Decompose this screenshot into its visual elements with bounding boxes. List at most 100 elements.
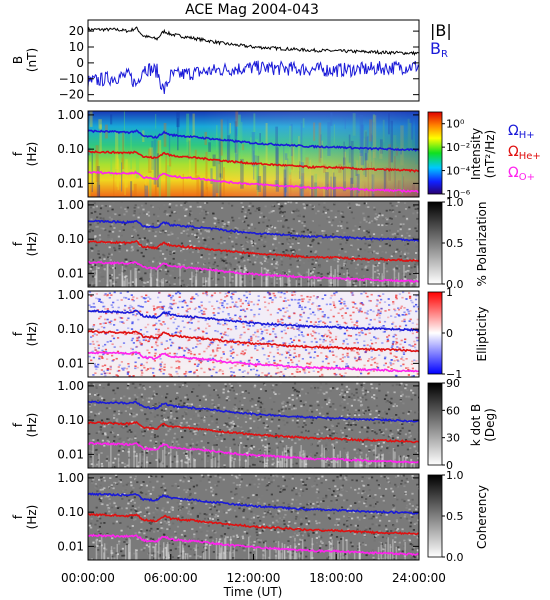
spectrogram-speckle bbox=[327, 279, 330, 282]
spectrogram-streak bbox=[129, 270, 132, 287]
spectrogram-speckle bbox=[151, 206, 155, 208]
spectrogram-speckle bbox=[381, 545, 384, 547]
spectrogram-speckle bbox=[383, 282, 386, 285]
spectrogram-speckle bbox=[226, 423, 229, 426]
spectrogram-speckle bbox=[271, 224, 274, 226]
spectrogram-speckle bbox=[107, 293, 110, 296]
spectrogram-speckle bbox=[341, 307, 344, 310]
spectrogram-speckle bbox=[365, 445, 368, 448]
spectrogram-speckle bbox=[100, 452, 103, 454]
spectrogram-speckle bbox=[222, 391, 225, 394]
spectrogram-speckle bbox=[159, 463, 162, 466]
spectrogram-speckle bbox=[350, 245, 353, 248]
spectrogram-speckle bbox=[136, 396, 139, 399]
spectrogram-speckle bbox=[130, 421, 134, 423]
spectrogram-speckle bbox=[249, 520, 252, 523]
spectrogram-speckle bbox=[214, 389, 218, 392]
spectrogram-speckle bbox=[126, 249, 129, 252]
spectrogram-speckle bbox=[186, 347, 189, 350]
spectrogram-speckle bbox=[323, 456, 326, 459]
spectrogram-speckle bbox=[215, 493, 218, 496]
spectrogram-speckle bbox=[295, 397, 298, 400]
spectrogram-speckle bbox=[301, 388, 304, 391]
spectrogram-speckle bbox=[404, 270, 407, 273]
spectrogram-speckle bbox=[149, 548, 152, 551]
spectrogram-speckle bbox=[260, 441, 263, 444]
spectrogram-speckle bbox=[372, 255, 375, 257]
spectrogram-speckle bbox=[310, 220, 313, 223]
spectrogram-speckle bbox=[365, 317, 368, 320]
spectrogram-speckle bbox=[149, 439, 152, 442]
spectrogram-speckle bbox=[390, 364, 393, 366]
spectrogram-speckle bbox=[247, 302, 250, 305]
spectrogram-speckle bbox=[213, 292, 216, 294]
spectrogram-speckle bbox=[300, 431, 303, 434]
spectrogram-speckle bbox=[118, 247, 121, 250]
spectrogram-speckle bbox=[393, 308, 396, 311]
spectrogram-speckle bbox=[196, 232, 199, 235]
spectrogram-speckle bbox=[138, 270, 141, 273]
spectrogram-speckle bbox=[351, 366, 355, 369]
spectrogram-speckle bbox=[240, 464, 243, 467]
spectrogram-speckle bbox=[294, 407, 297, 410]
spectrogram-speckle bbox=[371, 549, 374, 552]
panel-kdotb-image bbox=[88, 382, 419, 468]
spectrogram-speckle bbox=[286, 352, 289, 354]
spectrogram-speckle bbox=[370, 383, 373, 386]
spectrogram-speckle bbox=[310, 245, 313, 248]
spectrogram-speckle bbox=[106, 496, 109, 498]
spectrogram-speckle bbox=[314, 332, 318, 334]
spectrogram-speckle bbox=[356, 452, 359, 454]
spectrogram-speckle bbox=[152, 257, 156, 259]
spectrogram-speckle bbox=[124, 304, 127, 307]
spectrogram-speckle bbox=[346, 221, 349, 224]
spectrogram-speckle bbox=[335, 432, 338, 435]
spectrogram-speckle bbox=[222, 388, 225, 391]
spectrogram-speckle bbox=[324, 398, 327, 401]
spectrogram-speckle bbox=[190, 212, 193, 214]
spectrogram-speckle bbox=[237, 444, 241, 447]
spectrogram-speckle bbox=[146, 368, 150, 370]
spectrogram-speckle bbox=[403, 215, 406, 218]
spectrogram-speckle bbox=[296, 265, 299, 268]
spectrogram-speckle bbox=[266, 358, 269, 360]
spectrogram-speckle bbox=[349, 400, 352, 402]
spectrogram-speckle bbox=[157, 333, 160, 336]
spectrogram-speckle bbox=[111, 208, 114, 211]
spectrogram-speckle bbox=[398, 211, 401, 213]
spectrogram-speckle bbox=[208, 301, 211, 303]
panel-intensity-ylabel-units: (Hz) bbox=[25, 142, 39, 167]
spectrogram-speckle bbox=[205, 415, 208, 418]
spectrogram-speckle bbox=[294, 238, 298, 241]
spectrogram-speckle bbox=[171, 303, 174, 306]
spectrogram-speckle bbox=[112, 201, 115, 204]
spectrogram-speckle bbox=[343, 260, 346, 263]
spectrogram-speckle bbox=[249, 399, 252, 402]
spectrogram-speckle bbox=[91, 275, 95, 278]
spectrogram-speckle bbox=[283, 529, 286, 532]
spectrogram-speckle bbox=[193, 372, 196, 375]
spectrogram-speckle bbox=[184, 538, 187, 541]
spectrogram-speckle bbox=[133, 450, 136, 453]
spectrogram-speckle bbox=[291, 294, 294, 296]
spectrogram-speckle bbox=[167, 270, 170, 273]
spectrogram-speckle bbox=[331, 425, 334, 428]
spectrogram-speckle bbox=[368, 323, 371, 326]
spectrogram-speckle bbox=[346, 227, 349, 230]
spectrogram-speckle bbox=[204, 292, 207, 295]
spectrogram-speckle bbox=[120, 299, 123, 301]
spectrogram-speckle bbox=[138, 487, 141, 490]
spectrogram-speckle bbox=[151, 431, 154, 433]
spectrogram-speckle bbox=[109, 407, 112, 410]
spectrogram-speckle bbox=[274, 335, 277, 338]
spectrogram-speckle bbox=[368, 229, 371, 232]
spectrogram-speckle bbox=[194, 328, 197, 331]
spectrogram-speckle bbox=[184, 215, 187, 217]
spectrogram-speckle bbox=[282, 373, 285, 375]
figure-title: ACE Mag 2004-043 bbox=[185, 2, 319, 18]
spectrogram-speckle bbox=[376, 251, 380, 254]
spectrogram-speckle bbox=[212, 312, 215, 314]
spectrogram-speckle bbox=[342, 342, 345, 345]
spectrogram-speckle bbox=[258, 239, 261, 241]
spectrogram-speckle bbox=[162, 232, 165, 234]
